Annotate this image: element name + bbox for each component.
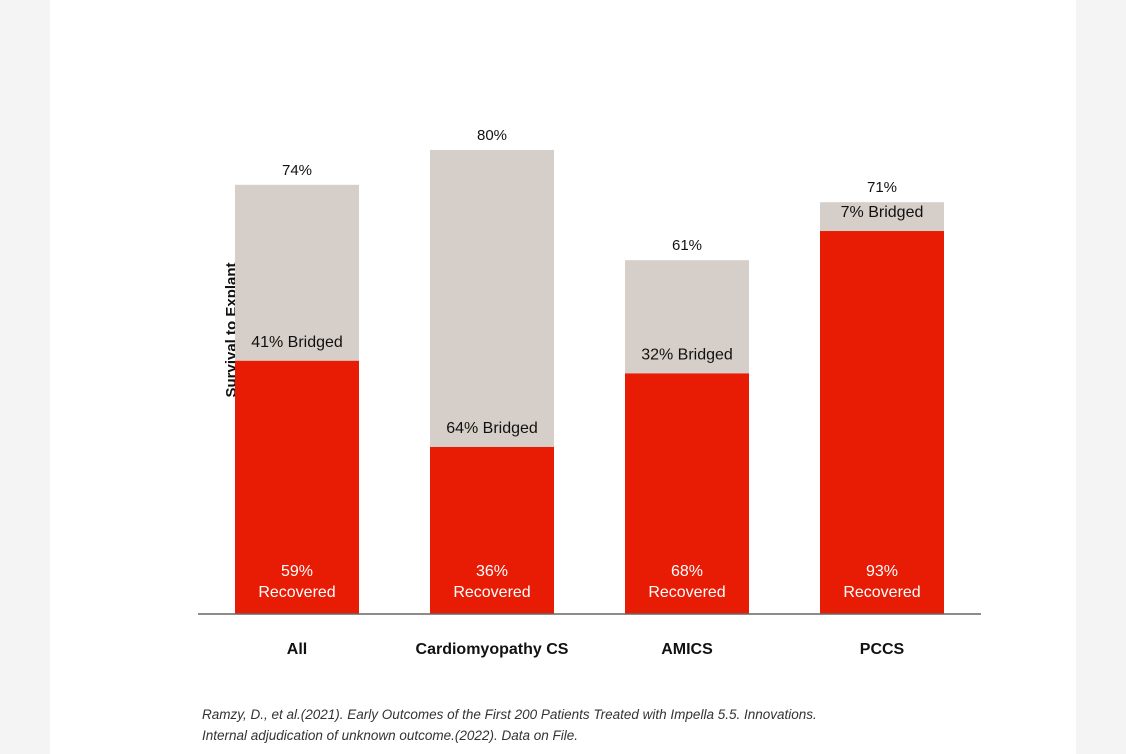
x-tick-label: AMICS (661, 641, 713, 658)
total-label: 80% (477, 127, 507, 144)
bar-recovered (625, 373, 749, 614)
x-tick-label: Cardiomyopathy CS (416, 641, 569, 658)
bar-bridged (820, 202, 944, 232)
bar-bridged (430, 150, 554, 447)
bar-recovered (820, 231, 944, 614)
total-label: 74% (282, 162, 312, 179)
bar-bridged (235, 184, 359, 361)
recovered-word-label: Recovered (648, 584, 725, 601)
bridged-label: 32% Bridged (641, 346, 733, 363)
chart-canvas: Survival to Explant 74% 41% Bridged 59% Rec… (50, 0, 1076, 754)
total-label: 61% (672, 237, 702, 254)
recovered-pct-label: 36% (476, 563, 508, 580)
stacked-bar-chart: Survival to Explant 74%41% Bridged59%Rec… (198, 127, 981, 658)
recovered-pct-label: 68% (671, 563, 703, 580)
bar-recovered (430, 446, 554, 614)
x-tick-label: All (287, 641, 307, 658)
footnote: Ramzy, D., et al.(2021). Early Outcomes … (202, 704, 817, 746)
bar-recovered (235, 360, 359, 614)
bars-layer: 74% 41% Bridged 59% Recovered All 80% 64% Brid… (235, 127, 944, 658)
recovered-word-label: Recovered (453, 584, 530, 601)
bar-bridged (625, 260, 749, 374)
bridged-label: 41% Bridged (251, 334, 343, 351)
total-label: 71% (867, 179, 897, 196)
bridged-label: 64% Bridged (446, 420, 538, 437)
footnote-line-1: Ramzy, D., et al.(2021). Early Outcomes … (202, 707, 817, 722)
recovered-pct-label: 93% (866, 563, 898, 580)
recovered-word-label: Recovered (843, 584, 920, 601)
bridged-label: 7% Bridged (841, 204, 924, 221)
recovered-pct-label: 59% (281, 563, 313, 580)
footnote-line-2: Internal adjudication of unknown outcome… (202, 728, 578, 743)
recovered-word-label: Recovered (258, 584, 335, 601)
x-tick-label: PCCS (860, 641, 905, 658)
